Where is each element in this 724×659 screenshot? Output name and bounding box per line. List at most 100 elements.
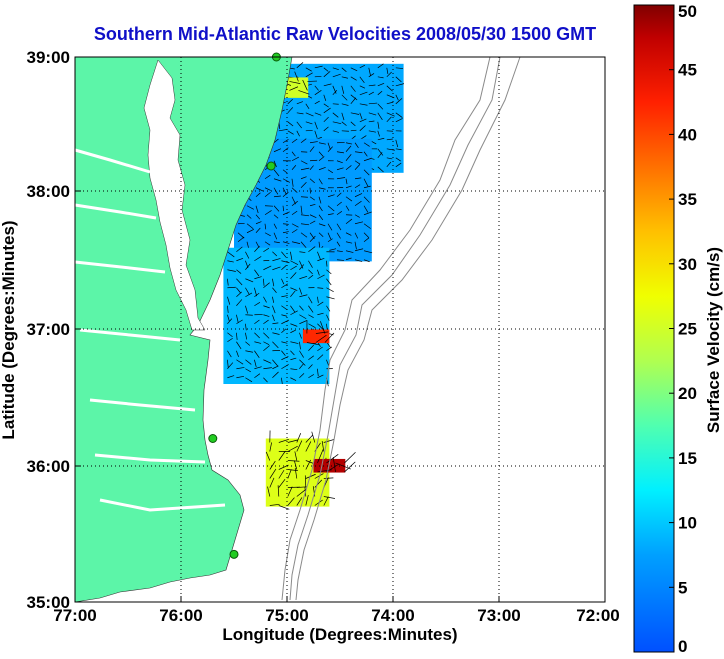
velocity-vector <box>345 142 353 145</box>
velocity-vector <box>318 142 326 145</box>
velocity-vector <box>350 67 358 72</box>
velocity-vector <box>305 459 311 470</box>
velocity-vector <box>395 76 402 83</box>
velocity-vector <box>354 214 360 218</box>
velocity-vector <box>323 103 329 108</box>
velocity-vector <box>294 451 298 461</box>
velocity-vector <box>315 334 327 343</box>
velocity-vector <box>336 167 344 171</box>
x-tick-label: 75:00 <box>265 606 308 625</box>
velocity-vector <box>332 121 342 125</box>
y-tick-label: 35:00 <box>27 593 70 612</box>
velocity-vector <box>377 152 383 159</box>
velocity-vector <box>254 366 262 370</box>
velocity-vector <box>245 368 251 373</box>
velocity-vector <box>287 107 294 114</box>
velocity-vector <box>336 250 343 253</box>
velocity-vector <box>264 223 267 230</box>
velocity-vector <box>363 169 370 176</box>
velocity-vector <box>309 141 318 144</box>
velocity-vector <box>309 196 315 201</box>
velocity-vector <box>281 350 286 356</box>
velocity-vector <box>305 103 310 110</box>
velocity-vector <box>263 296 267 303</box>
velocity-vector <box>336 241 341 247</box>
velocity-vector <box>273 138 279 144</box>
velocity-vector <box>354 193 363 198</box>
velocity-vector <box>308 323 316 329</box>
velocity-vector <box>332 90 338 96</box>
chart-title: Southern Mid-Atlantic Raw Velocities 200… <box>94 24 596 44</box>
velocity-vector <box>255 221 262 225</box>
velocity-vector <box>273 169 280 177</box>
velocity-vector <box>227 269 236 272</box>
velocity-vector <box>299 287 303 295</box>
velocity-vector <box>395 83 405 87</box>
river-inlets <box>74 148 226 512</box>
velocity-vector <box>326 346 332 352</box>
velocity-vector <box>272 258 281 262</box>
velocity-vector <box>282 211 290 216</box>
velocity-vector <box>308 374 315 379</box>
velocity-vector <box>294 71 299 82</box>
velocity-vector <box>327 169 334 174</box>
velocity-vector <box>323 126 329 132</box>
velocity-vector <box>245 292 253 298</box>
colorbar-tick-label: 40 <box>678 125 697 144</box>
colorbar-tick-label: 5 <box>678 578 687 597</box>
velocity-vector <box>263 367 272 370</box>
velocity-vector <box>281 278 285 285</box>
velocity-vector <box>359 76 365 84</box>
velocity-vector <box>327 146 333 152</box>
velocity-vector <box>299 363 304 369</box>
velocity-vector <box>263 377 268 383</box>
velocity-vector <box>341 76 349 79</box>
velocity-vector <box>236 291 242 298</box>
velocity-vector <box>287 445 298 452</box>
velocity-vector <box>281 265 287 271</box>
velocity-vector <box>395 162 402 168</box>
velocity-vector <box>326 296 335 300</box>
velocity-vector <box>291 165 297 170</box>
colorbar-tick-label: 0 <box>678 637 687 656</box>
velocity-vector <box>326 287 334 292</box>
velocity-vector <box>308 296 313 304</box>
chesapeake-bay <box>143 59 206 331</box>
velocity-vector <box>245 314 253 316</box>
velocity-vector <box>296 130 300 137</box>
x-tick-label: 73:00 <box>477 606 520 625</box>
velocity-vector <box>300 223 310 226</box>
velocity-vector <box>305 112 314 117</box>
velocity-vector <box>237 236 245 243</box>
velocity-vector <box>298 90 310 95</box>
velocity-vector <box>377 103 384 110</box>
velocity-vector <box>236 375 245 379</box>
velocity-vector <box>255 205 259 214</box>
velocity-vector <box>345 250 354 253</box>
velocity-vector <box>227 286 236 289</box>
colorbar-tick-label: 20 <box>678 384 697 403</box>
radar-site-marker <box>229 549 239 559</box>
velocity-vector <box>296 121 303 129</box>
velocity-vector <box>291 200 298 207</box>
velocity-vector <box>299 359 306 366</box>
velocity-vector <box>368 112 377 116</box>
velocity-vector <box>368 73 375 78</box>
velocity-vector <box>236 257 244 262</box>
velocity-vector <box>245 323 247 331</box>
velocity-vector <box>368 120 375 123</box>
velocity-vector <box>386 116 392 123</box>
velocity-vector <box>227 296 231 305</box>
velocity-vector <box>309 235 316 242</box>
velocity-vector <box>287 469 292 479</box>
colorbar-tick-label: 10 <box>678 514 697 533</box>
velocity-vector <box>323 94 327 101</box>
velocity-vector <box>377 166 384 173</box>
velocity-vector <box>290 377 297 381</box>
y-tick-label: 36:00 <box>27 457 70 476</box>
velocity-vector <box>345 232 352 236</box>
velocity-vector <box>299 319 308 325</box>
velocity-vector <box>299 251 306 253</box>
velocity-vector <box>308 344 314 351</box>
velocity-vector <box>323 439 334 443</box>
